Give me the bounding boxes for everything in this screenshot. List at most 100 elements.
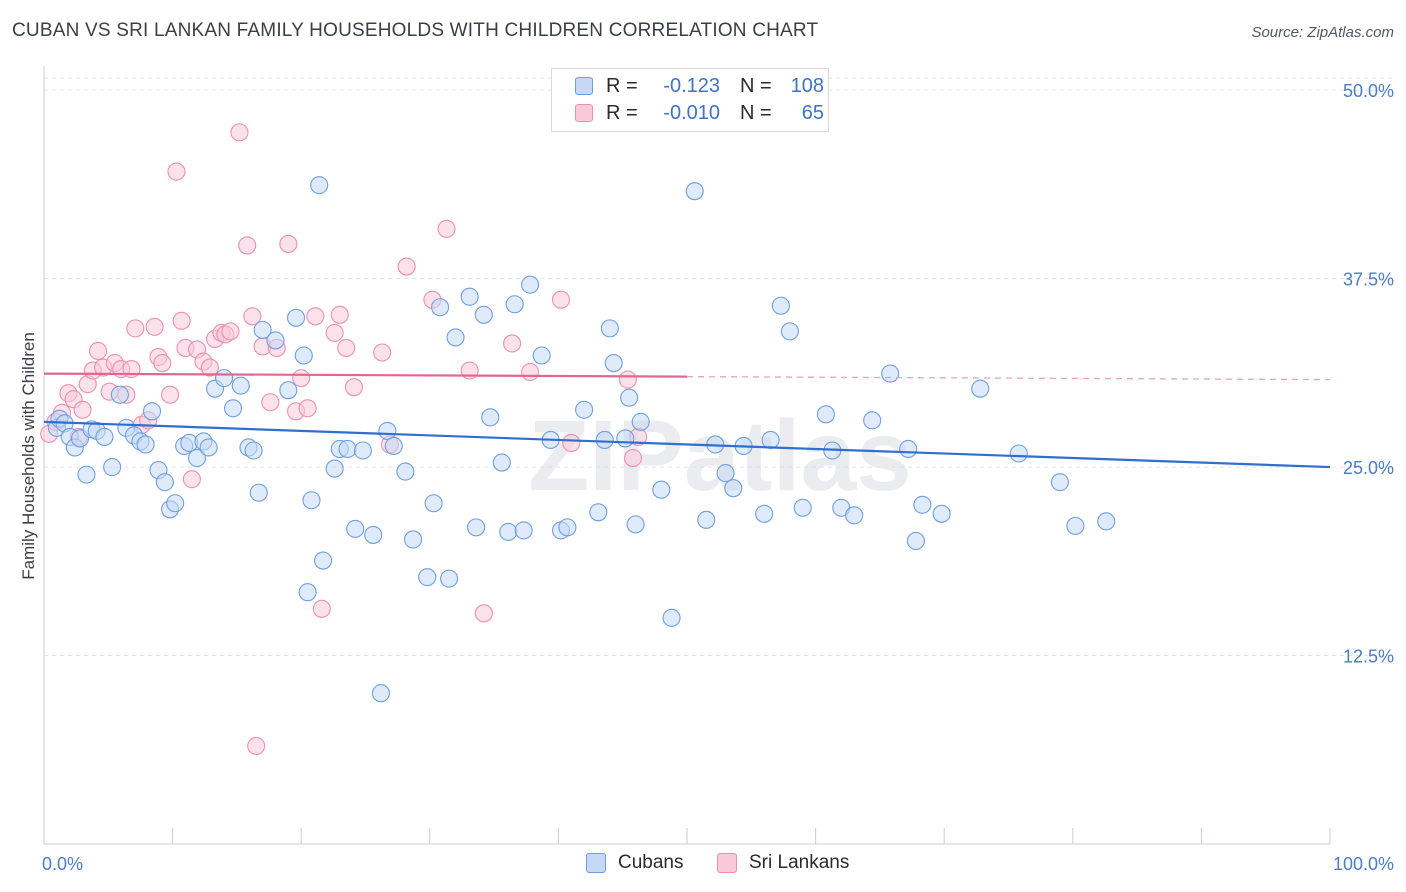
chart-title: CUBAN VS SRI LANKAN FAMILY HOUSEHOLDS WI… [12, 20, 819, 41]
watermark: ZIPatlas [528, 400, 912, 512]
cubans-point [575, 400, 594, 419]
sri-lankans-point [373, 343, 392, 362]
sri-lankans-point [167, 162, 186, 181]
cubans-point [199, 438, 218, 457]
sri-lankans-trend-line [43, 372, 688, 378]
cubans-point [310, 176, 329, 195]
cubans-point [1066, 516, 1085, 535]
sri-lankans-point [145, 317, 164, 336]
cubans-swatch [586, 853, 606, 873]
cubans-point [793, 498, 812, 517]
cubans-point [253, 320, 272, 339]
sri-lankans-point [618, 370, 637, 389]
cubans-point [77, 465, 96, 484]
sri-lankans-point [279, 234, 298, 253]
cubans-point [325, 459, 344, 478]
n-label: N = [740, 101, 772, 124]
cubans-point [266, 331, 285, 350]
cubans-point [771, 296, 790, 315]
cubans-point [396, 462, 415, 481]
trend-lines [43, 372, 1331, 469]
cubans-point [1050, 473, 1069, 492]
sri-lankans-point [230, 123, 249, 142]
cubans-point [474, 305, 493, 324]
sri-lankans-point [153, 353, 172, 373]
sri-lankans-point [126, 319, 145, 338]
x-tick-label: 100.0% [1333, 854, 1394, 874]
series-legend: Cubans Sri Lankans [0, 852, 1406, 878]
cubans-point [460, 287, 479, 306]
cubans-point [755, 504, 774, 523]
sri-lankans-point [503, 334, 522, 353]
y-tick-label: 37.5% [1343, 270, 1394, 290]
n-value: 108 [790, 74, 824, 97]
correlation-legend: R = -0.123 N = 108 R = -0.010 N = 65 [551, 68, 829, 132]
cubans-point [481, 408, 500, 427]
x-tick-label: 0.0% [42, 854, 83, 874]
sri-lankans-point [312, 599, 331, 618]
legend-item-cubans[interactable]: Cubans [586, 852, 684, 874]
cubans-point [499, 522, 518, 541]
legend-row-cubans: R = -0.123 N = 108 [552, 73, 824, 99]
cubans-point [620, 388, 639, 407]
cubans-point [249, 483, 268, 502]
sri-lankans-point [160, 385, 180, 404]
cubans-point [187, 448, 207, 468]
sri-lankans-point [330, 305, 349, 324]
cubans-point [110, 385, 129, 404]
cubans-point [532, 346, 551, 365]
cubans-point [662, 608, 681, 627]
cubans-point [589, 503, 608, 522]
cubans-point [492, 453, 511, 472]
sri-lankans-point [221, 322, 240, 341]
cubans-point [558, 518, 577, 537]
cubans-point [214, 369, 234, 388]
cubans-point [863, 411, 882, 430]
cubans-point [431, 298, 450, 317]
cubans-point [604, 353, 623, 373]
legend-item-sri-lankans[interactable]: Sri Lankans [717, 852, 849, 874]
sri-lankans-trend-extension [686, 375, 1331, 381]
cubans-point [378, 421, 397, 440]
cubans-point [697, 510, 716, 529]
cubans-point [223, 399, 243, 418]
sri-lankans-swatch [717, 853, 737, 873]
y-axis-label: Family Households with Children [19, 332, 38, 580]
cubans-point [816, 405, 835, 424]
sri-lankans-point [292, 369, 311, 388]
cubans-point [716, 464, 735, 483]
n-label: N = [740, 74, 772, 97]
cubans-point [353, 441, 372, 460]
cubans-point [595, 430, 614, 449]
cubans-point [906, 531, 925, 551]
y-tick-label: 25.0% [1343, 458, 1394, 478]
sri-lankans-point [261, 393, 280, 412]
cubans-point [845, 506, 864, 525]
cubans-point [384, 436, 403, 456]
sri-lankans-point [337, 338, 356, 358]
cubans-point [302, 491, 321, 510]
axes [43, 66, 1331, 845]
cubans-point [913, 495, 932, 514]
source-credit: Source: ZipAtlas.com [1251, 24, 1394, 41]
cubans-point [467, 518, 486, 537]
cubans-point [103, 458, 122, 477]
cubans-point [287, 308, 306, 327]
sri-lankans-point [243, 307, 262, 326]
cubans-point [404, 530, 423, 549]
cubans-point [626, 515, 645, 534]
sri-lankans-point [474, 604, 493, 623]
cubans-point [418, 568, 437, 587]
cubans-point [899, 439, 918, 459]
cubans-point [279, 381, 298, 400]
cubans-point [142, 402, 162, 421]
cubans-swatch [575, 77, 593, 95]
cubans-point [761, 430, 780, 449]
r-label: R = [606, 101, 638, 124]
data-points [40, 123, 1116, 756]
cubans-point [780, 322, 799, 341]
legend-label-cubans: Cubans [618, 852, 684, 873]
cubans-point [155, 473, 174, 492]
sri-lankans-point [200, 358, 219, 377]
